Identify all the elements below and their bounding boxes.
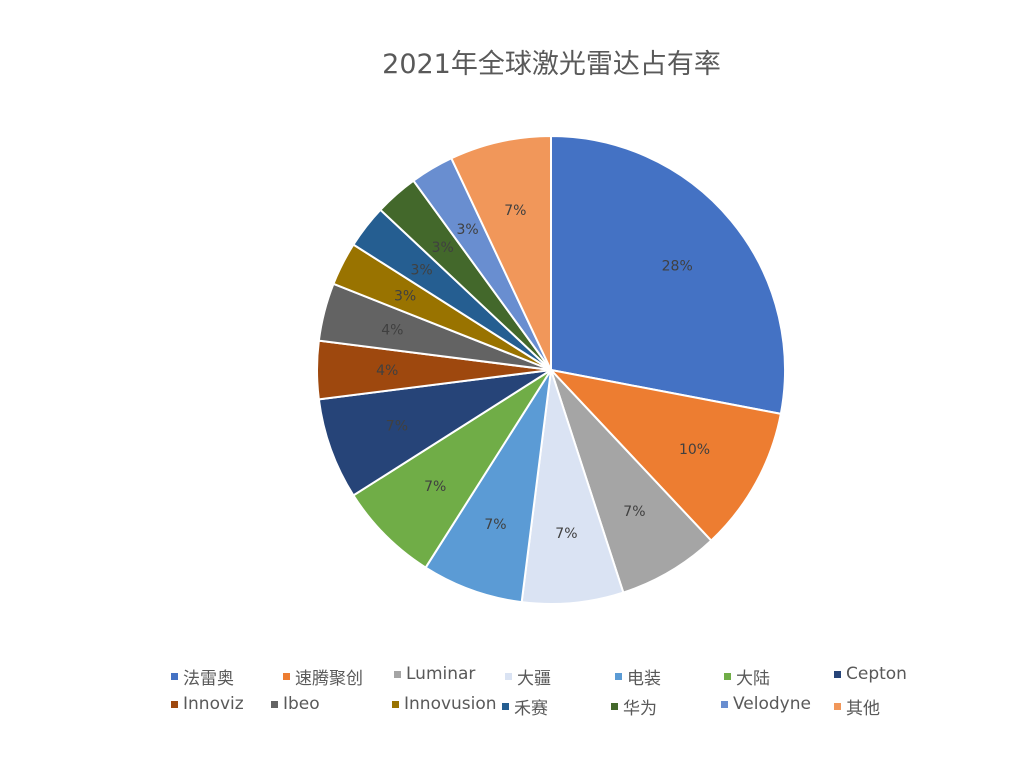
slice-label-3: 7% — [623, 504, 645, 520]
pie-slice-6 — [352, 369, 552, 569]
chart-title: 2021年全球激光雷达占有率 — [382, 49, 721, 80]
pie-slice-4 — [520, 369, 625, 605]
slice-label-2: 10% — [679, 442, 710, 458]
slice-label-5: 7% — [484, 517, 506, 533]
pie-slice-2 — [548, 368, 783, 542]
slice-label-13: 3% — [456, 222, 478, 238]
pie-slice-5 — [424, 369, 552, 604]
slice-label-14: 7% — [504, 203, 526, 219]
pie-slice-7 — [317, 369, 552, 497]
slice-label-6: 7% — [424, 479, 446, 495]
slice-label-12: 3% — [432, 240, 454, 256]
slice-label-10: 3% — [394, 289, 416, 305]
slice-label-7: 7% — [386, 419, 408, 435]
slice-label-11: 3% — [410, 263, 432, 279]
slice-label-9: 4% — [381, 322, 403, 338]
pie-slice-3 — [550, 369, 713, 594]
pie-slice-1 — [550, 134, 786, 416]
slice-label-1: 28% — [662, 259, 693, 275]
pie-slice-14 — [450, 134, 552, 371]
slice-label-8: 4% — [376, 363, 398, 379]
slice-label-4: 7% — [555, 526, 577, 542]
